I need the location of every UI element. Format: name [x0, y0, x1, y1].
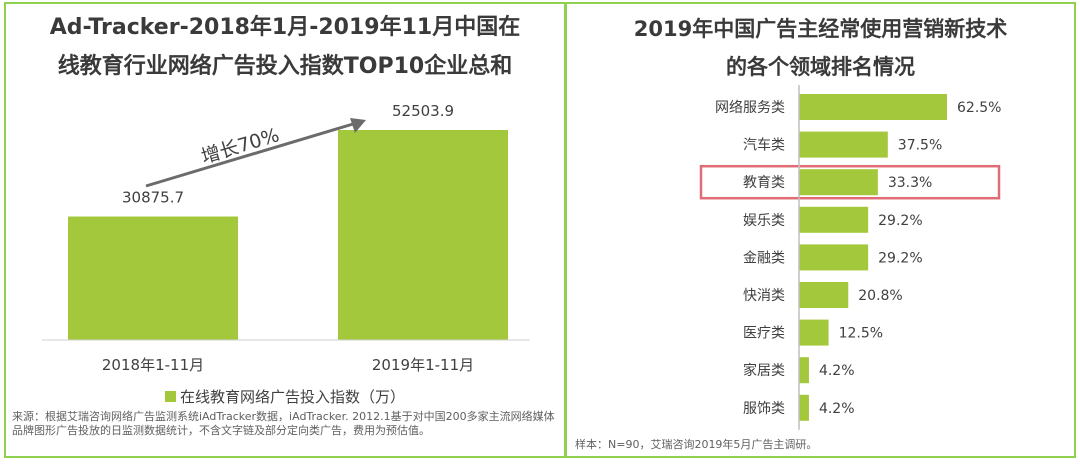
bar-value-label: 33.3%	[888, 175, 932, 191]
growth-arrow-line	[145, 121, 359, 188]
bar-value-label: 29.2%	[878, 213, 922, 229]
left-legend: 在线教育网络广告投入指数（万）	[6, 386, 564, 407]
bar-6	[799, 282, 849, 308]
bar-value-label: 37.5%	[898, 138, 942, 154]
bar-5	[799, 244, 869, 271]
growth-arrowhead-icon	[350, 118, 366, 133]
sample-note: 样本：N=90，艾瑞咨询2019年5月广告主调研。	[575, 438, 818, 451]
bar-value-label: 12.5%	[839, 326, 883, 342]
right-chart-title: 2019年中国广告主经常使用营销新技术的各个领域排名情况	[633, 17, 1008, 79]
left-chart-panel: Ad-Tracker-2018年1月-2019年11月中国在线教育行业网络广告投…	[4, 2, 566, 458]
category-label: 娱乐类	[743, 213, 785, 229]
category-label: 医疗类	[743, 326, 785, 342]
bar-value-label: 20.8%	[858, 288, 902, 304]
bar-value-label: 30875.7	[122, 188, 184, 206]
bar-7	[799, 319, 829, 346]
growth-annotation: 增长70%	[199, 124, 282, 168]
right-bar-chart: 网络服务类 62.5% 汽车类 37.5% 教育类 33.3% 娱乐类 29.2% 金融类 29.…	[699, 85, 1001, 430]
left-bar-chart: 30875.7 2018年1-11月 52503.9 2019年1-11月 增长70%	[42, 102, 530, 374]
bar-4	[799, 206, 869, 233]
highlight-box	[699, 164, 1001, 200]
category-label: 网络服务类	[715, 100, 785, 116]
bar-value-label: 29.2%	[878, 250, 922, 266]
bar-9	[799, 394, 809, 421]
bar-2	[338, 129, 508, 340]
bar-value-label: 52503.9	[392, 102, 454, 120]
x-tick-label: 2018年1-11月	[102, 356, 204, 374]
category-label: 家居类	[743, 362, 785, 379]
bar-1	[68, 216, 238, 340]
category-label: 教育类	[743, 175, 785, 191]
legend-swatch	[164, 391, 176, 402]
bar-3	[799, 169, 878, 196]
category-label: 金融类	[743, 250, 785, 266]
left-chart-title: Ad-Tracker-2018年1月-2019年11月中国在线教育行业网络广告投…	[49, 15, 521, 79]
bar-2	[799, 131, 888, 158]
bar-value-label: 62.5%	[957, 100, 1001, 116]
bar-value-label: 4.2%	[819, 363, 855, 379]
category-label: 服饰类	[743, 401, 785, 417]
bar-value-label: 4.2%	[819, 401, 855, 417]
source-note: 来源：根据艾瑞咨询网络广告监测系统iAdTracker数据，iAdTracker…	[12, 410, 555, 437]
x-tick-label: 2019年1-11月	[372, 356, 474, 374]
right-chart-panel: 2019年中国广告主经常使用营销新技术的各个领域排名情况 网络服务类 62.5% 汽…	[566, 2, 1076, 458]
bar-8	[799, 357, 809, 384]
bar-1	[799, 94, 947, 120]
legend-label: 在线教育网络广告投入指数（万）	[179, 388, 405, 406]
category-label: 快消类	[743, 288, 785, 304]
category-label: 汽车类	[743, 137, 785, 154]
